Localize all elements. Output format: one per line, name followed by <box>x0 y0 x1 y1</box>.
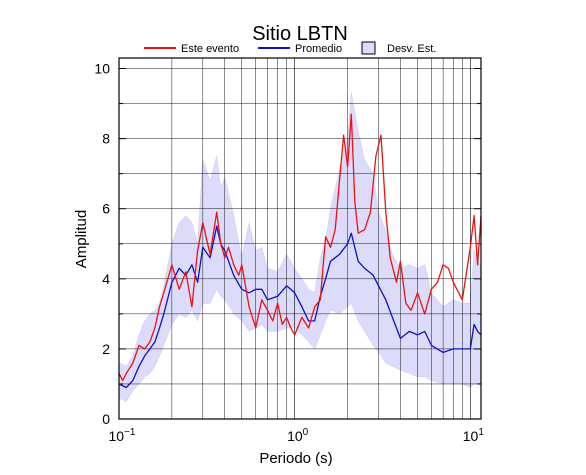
y-tick-label: 4 <box>102 271 110 287</box>
y-tick-label: 2 <box>102 341 110 357</box>
std-dev-band <box>118 92 482 402</box>
plot-area: 0 2 4 6 8 10 10−1 100 101 <box>94 57 485 444</box>
y-tick-label: 10 <box>94 61 110 77</box>
x-tick-label: 100 <box>287 427 309 444</box>
plot-frame <box>118 57 482 420</box>
legend-band-swatch <box>361 41 376 55</box>
event-line <box>118 113 482 382</box>
y-tick-label: 6 <box>102 201 110 217</box>
legend: Este evento Promedio Desv. Est. <box>144 41 436 55</box>
legend-average-label: Promedio <box>295 43 342 55</box>
legend-event-label: Este evento <box>181 43 239 55</box>
y-tick-label: 8 <box>102 131 110 147</box>
x-tick-label: 10−1 <box>109 427 136 444</box>
legend-band-label: Desv. Est. <box>387 43 436 55</box>
x-tick-label: 101 <box>463 427 485 444</box>
chart-title: Sitio LBTN <box>252 23 348 45</box>
x-axis-label: Periodo (s) <box>259 450 332 467</box>
average-line <box>118 225 482 389</box>
y-axis-label: Amplitud <box>73 210 90 268</box>
y-tick-label: 0 <box>102 411 110 427</box>
